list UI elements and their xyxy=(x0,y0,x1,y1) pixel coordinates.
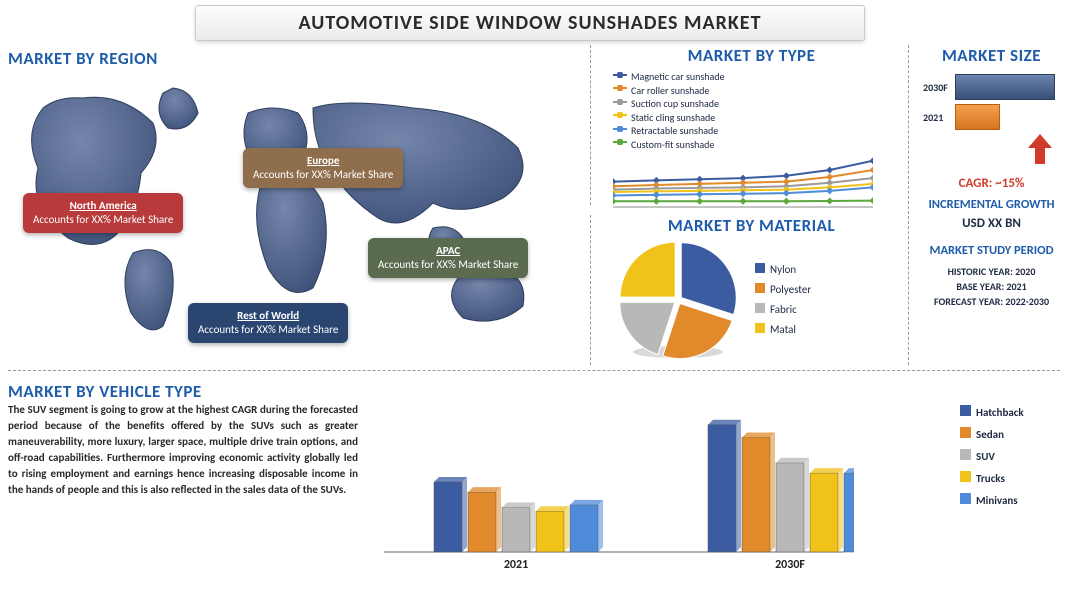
size-bar-row: 2030F xyxy=(923,74,1060,100)
market-by-vehicle-type: MARKET BY VEHICLE TYPE The SUV segment i… xyxy=(8,370,1060,576)
type-legend-item: Retractable sunshade xyxy=(613,124,890,138)
main-title: AUTOMOTIVE SIDE WINDOW SUNSHADES MARKET xyxy=(299,11,762,35)
region-label-rest-of-world: Rest of World Accounts for XX% Market Sh… xyxy=(188,303,348,343)
region-name-apac: APAC xyxy=(378,244,518,258)
vehicle-legend: HatchbackSedanSUVTrucksMinivans xyxy=(960,402,1060,576)
region-share-eu: Accounts for XX% Market Share xyxy=(253,168,393,182)
size-heading: MARKET SIZE xyxy=(923,45,1060,66)
world-map: North America Accounts for XX% Market Sh… xyxy=(13,78,563,343)
title-plate: AUTOMOTIVE SIDE WINDOW SUNSHADES MARKET xyxy=(195,5,865,41)
svg-text:2030F: 2030F xyxy=(775,558,805,572)
vehicle-heading: MARKET BY VEHICLE TYPE xyxy=(8,381,1060,402)
region-name-row: Rest of World xyxy=(198,309,338,323)
vehicle-bar-chart: 2021 2030F xyxy=(374,402,944,576)
material-pie-chart xyxy=(613,240,743,360)
size-bar-row: 2021 xyxy=(923,104,1060,130)
material-legend-item: Nylon xyxy=(755,260,811,280)
material-heading: MARKET BY MATERIAL xyxy=(613,215,890,236)
up-arrow-icon xyxy=(1028,134,1052,164)
study-period-details: HISTORIC YEAR: 2020 BASE YEAR: 2021 FORE… xyxy=(923,264,1060,309)
forecast-year: FORECAST YEAR: 2022-2030 xyxy=(923,294,1060,309)
vehicle-legend-item: Hatchback xyxy=(960,402,1060,424)
material-legend-item: Fabric xyxy=(755,300,811,320)
type-heading: MARKET BY TYPE xyxy=(613,45,890,66)
type-legend-item: Suction cup sunshade xyxy=(613,97,890,111)
region-share-row: Accounts for XX% Market Share xyxy=(198,323,338,337)
vehicle-legend-item: SUV xyxy=(960,446,1060,468)
market-by-region: MARKET BY REGION xyxy=(8,48,563,353)
market-by-material: MARKET BY MATERIAL NylonPolyesterFabricM… xyxy=(590,215,890,365)
vehicle-legend-item: Trucks xyxy=(960,468,1060,490)
type-legend-item: Custom-fit sunshade xyxy=(613,138,890,152)
region-name-na: North America xyxy=(33,199,173,213)
material-legend-item: Polyester xyxy=(755,280,811,300)
study-period-title: MARKET STUDY PERIOD xyxy=(923,243,1060,258)
material-legend: NylonPolyesterFabricMatal xyxy=(755,260,811,339)
market-by-type: MARKET BY TYPE Magnetic car sunshadeCar … xyxy=(590,45,890,205)
svg-text:2021: 2021 xyxy=(504,558,528,572)
type-legend-item: Magnetic car sunshade xyxy=(613,70,890,84)
cagr-label: CAGR: ~15% xyxy=(923,176,1060,191)
region-label-north-america: North America Accounts for XX% Market Sh… xyxy=(23,193,183,233)
material-legend-item: Matal xyxy=(755,320,811,340)
vehicle-description: The SUV segment is going to grow at the … xyxy=(8,402,358,576)
region-share-apac: Accounts for XX% Market Share xyxy=(378,258,518,272)
vehicle-legend-item: Minivans xyxy=(960,490,1060,512)
incremental-growth-value: USD XX BN xyxy=(923,216,1060,231)
historic-year: HISTORIC YEAR: 2020 xyxy=(923,264,1060,279)
type-legend-item: Static cling sunshade xyxy=(613,111,890,125)
type-legend: Magnetic car sunshadeCar roller sunshade… xyxy=(613,70,890,151)
type-line-chart xyxy=(613,155,890,219)
base-year: BASE YEAR: 2021 xyxy=(923,279,1060,294)
type-legend-item: Car roller sunshade xyxy=(613,84,890,98)
size-bar-chart: 2030F 2021 xyxy=(923,74,1060,130)
region-label-apac: APAC Accounts for XX% Market Share xyxy=(368,238,528,278)
region-name-eu: Europe xyxy=(253,154,393,168)
market-size: MARKET SIZE 2030F 2021 CAGR: ~15% INCREME… xyxy=(908,45,1060,365)
vehicle-legend-item: Sedan xyxy=(960,424,1060,446)
incremental-growth-title: INCREMENTAL GROWTH xyxy=(923,197,1060,212)
region-label-europe: Europe Accounts for XX% Market Share xyxy=(243,148,403,188)
region-heading: MARKET BY REGION xyxy=(8,48,563,69)
region-share-na: Accounts for XX% Market Share xyxy=(33,213,173,227)
